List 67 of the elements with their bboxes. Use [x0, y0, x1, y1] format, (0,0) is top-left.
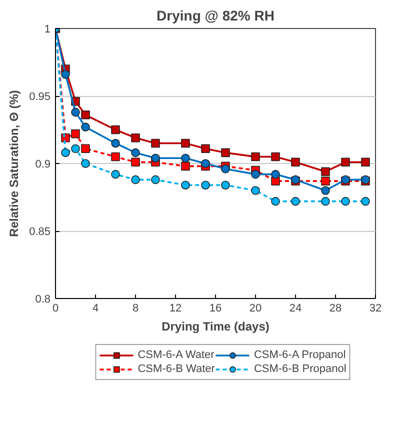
x-tick-label: 8 [132, 302, 139, 314]
point [321, 196, 330, 206]
point [181, 154, 190, 162]
x-axis-title: Drying Time (days) [162, 320, 270, 334]
point [251, 152, 260, 162]
legend-label: CSM-6-B Propanol [254, 362, 346, 376]
point [111, 125, 120, 134]
point [361, 196, 370, 206]
point [321, 176, 330, 186]
x-tick-label: 12 [169, 302, 182, 314]
point [271, 152, 280, 162]
point [291, 158, 300, 167]
point [131, 175, 140, 184]
point [271, 170, 280, 179]
point [111, 170, 120, 179]
x-tick-label: 32 [369, 302, 382, 314]
point [131, 133, 140, 142]
point [201, 159, 210, 168]
point [321, 186, 330, 195]
y-tick-label: 0.85 [29, 226, 51, 238]
legend-label: CSM-6-A Propanol [254, 348, 346, 362]
point [151, 154, 160, 162]
point [271, 196, 280, 206]
point [361, 158, 370, 167]
point [221, 148, 230, 158]
x-tick-label: 4 [92, 302, 99, 314]
point [181, 138, 190, 148]
point [81, 110, 90, 120]
point [81, 144, 90, 154]
point [111, 152, 120, 162]
y-axis-title: Relative Saturation, Θ (%) [7, 90, 22, 237]
legend-label: CSM-6-A Water [138, 348, 214, 362]
chart-title: Drying @ 82% RH [156, 8, 274, 24]
y-tick-label: 0.9 [35, 158, 51, 170]
point [61, 70, 70, 79]
y-tick-label: 0.8 [35, 294, 51, 306]
point [321, 167, 330, 176]
x-tick-label: 0 [52, 302, 59, 314]
point [251, 170, 260, 179]
point [201, 144, 210, 154]
point [71, 144, 80, 154]
point [111, 138, 120, 148]
y-tick-label: 0.95 [29, 91, 51, 103]
point [341, 158, 350, 167]
legend-label: CSM-6-B Water [138, 362, 215, 376]
point [61, 148, 70, 158]
point [71, 129, 80, 138]
point [151, 138, 160, 148]
point [221, 180, 230, 190]
point [131, 158, 140, 167]
x-tick-label: 24 [289, 302, 302, 314]
point [71, 108, 80, 117]
point [341, 196, 350, 206]
point [251, 186, 260, 195]
point [131, 148, 140, 158]
x-tick-label: 28 [329, 302, 342, 314]
x-tick-label: 20 [249, 302, 262, 314]
point [81, 122, 90, 132]
point [81, 159, 90, 168]
x-tick-label: 16 [209, 302, 222, 314]
y-tick-label: 1 [44, 24, 51, 36]
point [151, 175, 160, 184]
point [181, 162, 190, 171]
point [291, 196, 300, 206]
point [221, 164, 230, 174]
point [181, 180, 190, 190]
point [201, 180, 210, 190]
